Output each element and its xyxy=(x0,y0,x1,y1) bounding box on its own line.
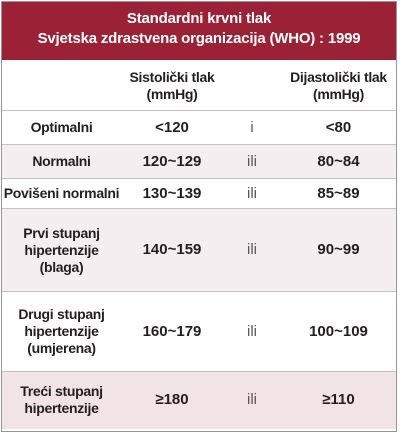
blood-pressure-table: Sistolički tlak (mmHg) Dijastolički tlak… xyxy=(2,60,396,429)
systolic-cell: 130~139 xyxy=(121,178,223,209)
column-header-diastolic-name: Dijastolički tlak xyxy=(290,69,387,85)
column-header-systolic-name: Sistolički tlak xyxy=(129,69,215,85)
category-line: Drugi stupanj xyxy=(18,306,105,322)
diastolic-cell: 90~99 xyxy=(281,208,396,292)
category-line: hipertenzije xyxy=(24,241,99,258)
category-line: (umjerena) xyxy=(27,340,96,356)
conjunction-cell: ili xyxy=(223,291,281,372)
table-row: Normalni 120~129 ili 80~84 xyxy=(2,144,396,179)
conjunction-cell: ili xyxy=(223,208,281,292)
category-line: Prvi stupanj xyxy=(23,224,100,241)
diastolic-cell: <80 xyxy=(281,110,396,145)
table-title: Standardni krvni tlak xyxy=(126,10,272,27)
column-header-conj xyxy=(223,60,281,111)
column-header-row: Sistolički tlak (mmHg) Dijastolički tlak… xyxy=(2,60,396,111)
diastolic-cell: 85~89 xyxy=(281,178,396,209)
conjunction-cell: ili xyxy=(223,178,281,209)
systolic-cell: <120 xyxy=(121,110,223,145)
table-row: Optimalni <120 i <80 xyxy=(2,110,396,145)
category-line: hipertenzije xyxy=(24,400,99,417)
table-row: Drugi stupanj hipertenzije (umjerena) 16… xyxy=(2,291,396,372)
category-cell: Treći stupanj hipertenzije xyxy=(2,371,121,429)
category-cell: Optimalni xyxy=(2,110,121,145)
column-header-systolic-unit: (mmHg) xyxy=(146,86,198,102)
systolic-cell: 160~179 xyxy=(121,291,223,372)
category-cell: Povišeni normalni xyxy=(2,178,121,209)
column-header-category xyxy=(2,60,121,111)
column-header-diastolic: Dijastolički tlak (mmHg) xyxy=(281,60,396,111)
table-row: Prvi stupanj hipertenzije (blaga) 140~15… xyxy=(2,208,396,292)
systolic-cell: ≥180 xyxy=(121,371,223,429)
table-header: Standardni krvni tlak Svjetska zdrastven… xyxy=(2,2,396,60)
conjunction-cell: ili xyxy=(223,144,281,179)
systolic-cell: 140~159 xyxy=(121,208,223,292)
table-row: Povišeni normalni 130~139 ili 85~89 xyxy=(2,178,396,209)
category-line: Normalni xyxy=(32,153,91,169)
category-line: (blaga) xyxy=(39,258,84,275)
diastolic-cell: 80~84 xyxy=(281,144,396,179)
table-row: Treći stupanj hipertenzije ≥180 ili ≥110 xyxy=(2,371,396,429)
category-line: Treći stupanj xyxy=(20,383,103,400)
systolic-cell: 120~129 xyxy=(121,144,223,179)
conjunction-cell: ili xyxy=(223,371,281,429)
category-cell: Prvi stupanj hipertenzije (blaga) xyxy=(2,208,121,292)
table-subtitle: Svjetska zdrastvena organizacija (WHO) :… xyxy=(37,30,361,47)
category-line: hipertenzije xyxy=(24,323,99,339)
conjunction-cell: i xyxy=(223,110,281,145)
column-header-diastolic-unit: (mmHg) xyxy=(312,86,365,102)
category-cell: Drugi stupanj hipertenzije (umjerena) xyxy=(2,291,121,372)
diastolic-cell: ≥110 xyxy=(281,371,396,429)
category-line: Povišeni normalni xyxy=(3,185,120,201)
column-header-systolic: Sistolički tlak (mmHg) xyxy=(121,60,223,111)
diastolic-cell: 100~109 xyxy=(281,291,396,372)
category-cell: Normalni xyxy=(2,144,121,179)
category-line: Optimalni xyxy=(30,119,93,135)
